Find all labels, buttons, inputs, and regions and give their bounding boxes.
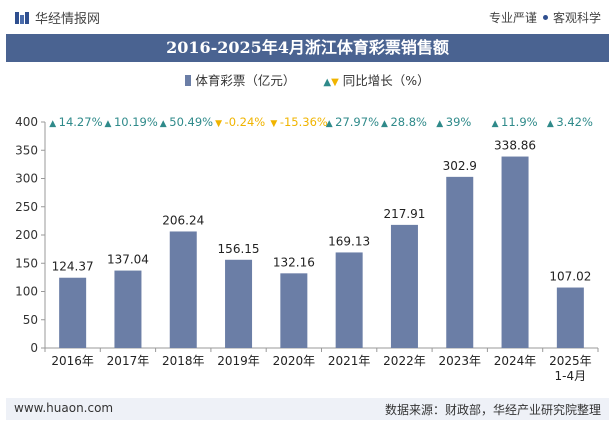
growth-up-triangle-icon: ▲ xyxy=(547,119,554,129)
bar xyxy=(446,176,474,348)
bar xyxy=(280,273,308,348)
legend-label-sales: 体育彩票（亿元） xyxy=(195,73,296,88)
brand-name: 华经情报网 xyxy=(35,12,101,27)
bar-value-label: 302.9 xyxy=(443,159,477,173)
growth-label: -15.36% xyxy=(280,115,328,129)
growth-label: 11.9% xyxy=(501,115,538,129)
bar-value-label: 107.02 xyxy=(549,270,591,284)
bar xyxy=(169,231,197,348)
growth-label: 14.27% xyxy=(59,115,103,129)
growth-up-triangle-icon: ▲ xyxy=(326,119,333,129)
x-tick-label: 2021年 xyxy=(328,354,371,368)
growth-label: 39% xyxy=(446,115,472,129)
growth-label: 50.49% xyxy=(169,115,213,129)
brand-logo-icon xyxy=(15,11,29,24)
x-tick-label: 2018年 xyxy=(162,354,205,368)
growth-label: 28.8% xyxy=(390,115,427,129)
tagline-right: 客观科学 xyxy=(552,11,601,25)
separator-dot-icon xyxy=(542,15,548,20)
x-tick-label: 2017年 xyxy=(107,354,150,368)
top-bar: 华经情报网 专业严谨 客观科学 xyxy=(0,0,615,34)
legend: 体育彩票（亿元） ▲▼ 同比增长（%） xyxy=(0,70,615,89)
growth-up-triangle-icon: ▲ xyxy=(492,119,499,129)
bar xyxy=(501,156,529,348)
legend-bar-swatch xyxy=(185,75,192,86)
growth-label: 3.42% xyxy=(556,115,593,129)
legend-item-sales: 体育彩票（亿元） xyxy=(185,70,295,89)
x-tick-label: 2016年 xyxy=(51,354,94,368)
growth-label: -0.24% xyxy=(225,115,266,129)
x-tick-label: 2023年 xyxy=(438,354,481,368)
y-tick-label: 50 xyxy=(23,313,38,327)
y-tick-label: 400 xyxy=(15,115,38,129)
footer: www.huaon.com 数据来源：财政部，华经产业研究院整理 xyxy=(6,398,609,420)
chart-title: 2016-2025年4月浙江体育彩票销售额 xyxy=(6,34,609,62)
growth-down-triangle-icon: ▼ xyxy=(215,119,222,129)
bar xyxy=(390,224,418,348)
y-tick-label: 250 xyxy=(15,200,38,214)
y-tick-label: 0 xyxy=(30,341,38,355)
growth-down-triangle-icon: ▼ xyxy=(270,119,277,129)
x-tick-label: 2025年 xyxy=(549,354,592,368)
growth-label: 10.19% xyxy=(114,115,158,129)
footer-site: www.huaon.com xyxy=(14,401,114,415)
x-tick-label: 1-4月 xyxy=(555,369,587,383)
growth-up-triangle-icon: ▲ xyxy=(381,119,388,129)
y-tick-label: 150 xyxy=(15,256,38,270)
bar-value-label: 217.91 xyxy=(383,207,425,221)
bar-value-label: 132.16 xyxy=(273,255,315,269)
legend-label-growth: 同比增长（%） xyxy=(342,73,430,88)
x-tick-label: 2022年 xyxy=(383,354,426,368)
growth-up-triangle-icon: ▲ xyxy=(49,119,56,129)
brand: 华经情报网 xyxy=(14,8,100,27)
y-tick-label: 200 xyxy=(15,228,38,242)
bar xyxy=(335,252,363,348)
y-tick-label: 100 xyxy=(15,285,38,299)
bar xyxy=(556,287,584,348)
growth-up-triangle-icon: ▲ xyxy=(436,119,443,129)
x-tick-label: 2020年 xyxy=(273,354,316,368)
y-tick-label: 300 xyxy=(15,172,38,186)
x-tick-label: 2024年 xyxy=(494,354,537,368)
bar-value-label: 124.37 xyxy=(52,260,94,274)
footer-source: 数据来源：财政部，华经产业研究院整理 xyxy=(384,403,601,417)
bar-value-label: 169.13 xyxy=(328,234,370,248)
legend-down-triangle-icon: ▼ xyxy=(331,77,339,88)
growth-label: 27.97% xyxy=(335,115,379,129)
bar-value-label: 156.15 xyxy=(218,242,260,256)
bar-value-label: 137.04 xyxy=(107,253,149,267)
growth-up-triangle-icon: ▲ xyxy=(104,119,111,129)
bar xyxy=(225,259,253,348)
y-tick-label: 350 xyxy=(15,143,38,157)
bar-value-label: 206.24 xyxy=(162,213,204,227)
tagline: 专业严谨 客观科学 xyxy=(489,9,601,26)
bar-value-label: 338.86 xyxy=(494,139,536,153)
growth-up-triangle-icon: ▲ xyxy=(160,119,167,129)
bar xyxy=(114,270,142,348)
legend-up-triangle-icon: ▲ xyxy=(323,77,332,88)
bar xyxy=(59,277,87,348)
x-tick-label: 2019年 xyxy=(217,354,260,368)
tagline-left: 专业严谨 xyxy=(488,11,537,25)
legend-item-growth: ▲▼ 同比增长（%） xyxy=(323,70,429,89)
